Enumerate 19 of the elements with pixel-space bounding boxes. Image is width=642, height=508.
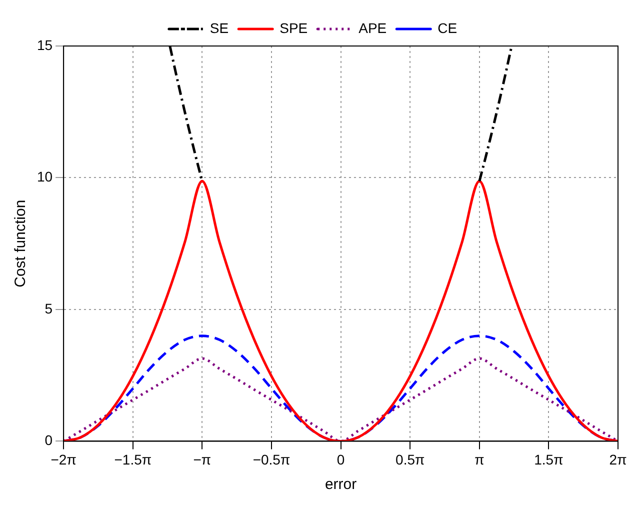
x-tick-label: 0.5π — [396, 451, 425, 468]
legend-label: CE — [438, 20, 458, 36]
x-tick-label: −2π — [50, 451, 77, 468]
x-tick-label: 1.5π — [534, 451, 564, 468]
legend-label: APE — [358, 20, 387, 36]
y-axis-title: Cost function — [12, 200, 30, 288]
x-tick-label: 0 — [336, 451, 345, 468]
x-axis-title: error — [324, 476, 357, 494]
x-tick-label: −0.5π — [252, 451, 290, 468]
x-tick-label: −1.5π — [114, 451, 152, 468]
legend-label: SPE — [280, 20, 308, 36]
legend-label: SE — [210, 20, 229, 36]
y-tick-label: 15 — [36, 36, 53, 53]
x-tick-label: π — [474, 451, 485, 468]
x-tick-label: 2π — [609, 451, 628, 468]
y-tick-label: 0 — [44, 432, 53, 448]
y-tick-label: 5 — [44, 300, 53, 316]
y-tick-label: 10 — [36, 168, 53, 185]
x-tick-label: −π — [193, 451, 212, 468]
